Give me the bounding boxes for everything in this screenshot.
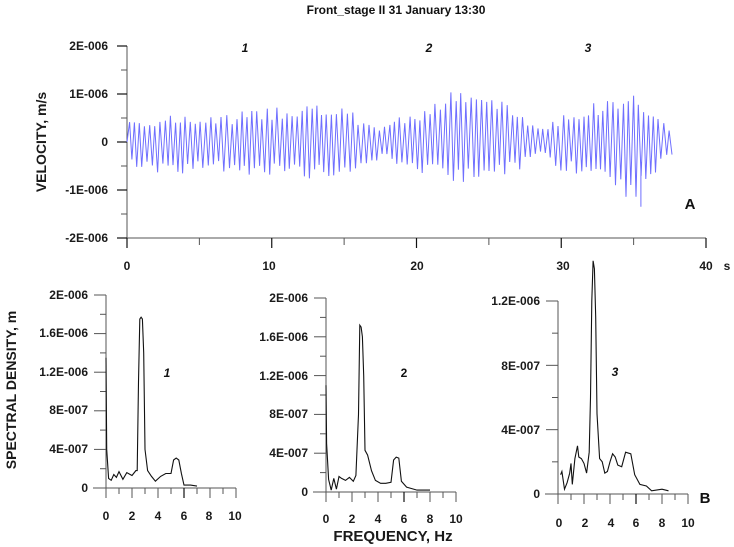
spectrum-chart-1: 2E-006 1.6E-006 1.2E-006 8E-007 4E-007 0… [39,288,242,523]
ytick-label: 8E-007 [49,403,88,417]
ytick-label: 8E-007 [269,407,308,421]
segment-label: 3 [585,41,592,55]
ytick-label: 1.2E-006 [491,294,540,308]
figure-title: Front_stage II 31 January 13:30 [307,3,486,17]
spectrum-3-ticks [546,300,689,504]
panel-label-b: B [700,490,711,507]
xtick-label: 30 [556,259,570,273]
ytick-label: -1E-006 [65,183,108,197]
velocity-trace [126,92,673,207]
xtick-label: 4 [375,512,382,526]
ytick-label: 2E-006 [269,291,308,305]
xtick-label: 2 [349,512,356,526]
ytick-label: 2E-006 [69,39,108,53]
xtick-label: 10 [449,512,463,526]
segment-label: 1 [242,41,249,55]
ytick-label: 1.2E-006 [39,365,88,379]
xtick-label: 4 [155,509,162,523]
spectrum-chart-3: 1.2E-006 8E-007 4E-007 0 0 2 4 6 8 10 3 [491,260,695,530]
spectrum-2-trace [325,323,430,491]
xtick-label: 0 [124,259,131,273]
xtick-label: 20 [410,259,424,273]
ytick-label: 4E-007 [269,446,308,460]
panel-label-a: A [685,196,696,213]
xtick-label: 40 [699,259,713,273]
x-unit-label: s [724,259,731,273]
spectrum-chart-2: 2E-006 1.6E-006 1.2E-006 8E-007 4E-007 0… [259,291,463,526]
xtick-label: 2 [582,516,589,530]
xtick-label: 8 [427,512,434,526]
ytick-label: 1.6E-006 [39,326,88,340]
xtick-label: 2 [129,509,136,523]
xtick-label: 0 [323,512,330,526]
xtick-label: 6 [181,509,188,523]
xtick-label: 10 [262,259,276,273]
velocity-chart: 2E-006 1E-006 0 -1E-006 -2E-006 0 10 20 … [33,39,731,273]
ytick-label: 0 [533,487,540,501]
spectrum-1-ticks [94,294,237,498]
xtick-label: 6 [633,516,640,530]
ytick-label: 4E-007 [501,423,540,437]
segment-label: 2 [425,41,433,55]
ytick-label: 1E-006 [69,87,108,101]
xtick-label: 8 [206,509,213,523]
xtick-label: 8 [659,516,666,530]
ytick-label: 1.6E-006 [259,330,308,344]
spectrum-1-trace [105,316,198,487]
ytick-label: 0 [301,485,308,499]
ytick-label: -2E-006 [65,231,108,245]
spectrum-label: 2 [401,366,408,380]
spectrum-3-trace [560,260,669,492]
xtick-label: 0 [103,509,110,523]
spectral-y-axis-label: SPECTRAL DENSITY, m [3,311,19,469]
y-axis-label: VELOCITY, m/s [33,92,49,193]
velocity-ticks [117,45,707,248]
ytick-label: 2E-006 [49,288,88,302]
xtick-label: 10 [228,509,242,523]
ytick-label: 0 [81,481,88,495]
spectrum-label: 3 [612,365,619,379]
spectrum-2-ticks [314,297,457,502]
xtick-label: 10 [681,516,695,530]
spectrum-label: 1 [164,366,171,380]
ytick-label: 4E-007 [49,442,88,456]
ytick-label: 1.2E-006 [259,369,308,383]
xtick-label: 4 [608,516,615,530]
ytick-label: 8E-007 [501,359,540,373]
ytick-label: 0 [101,135,108,149]
frequency-x-axis-label: FREQUENCY, Hz [333,528,452,545]
xtick-label: 0 [556,516,563,530]
xtick-label: 6 [401,512,408,526]
